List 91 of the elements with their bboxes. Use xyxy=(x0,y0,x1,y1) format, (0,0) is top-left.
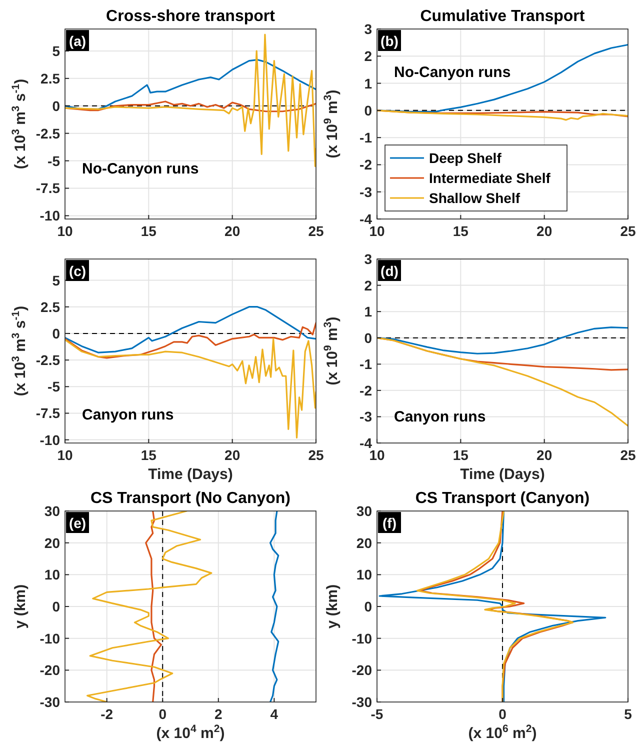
y-tick-label: 10 xyxy=(44,566,60,583)
y-tick-label: 2 xyxy=(364,277,372,294)
y-tick-label: -10 xyxy=(40,208,60,224)
chart-title: CS Transport (No Canyon) xyxy=(90,490,291,507)
y-tick-label: -4 xyxy=(360,211,372,227)
annotation: No-Canyon runs xyxy=(82,160,199,178)
y-tick-label: 20 xyxy=(44,534,60,551)
line-series xyxy=(269,511,280,702)
line-series xyxy=(65,306,316,354)
y-tick-label: 0 xyxy=(364,598,372,614)
y-tick-label: -10 xyxy=(40,630,60,646)
chart-title: Cumulative Transport xyxy=(420,8,586,25)
y-tick-label: -2.5 xyxy=(36,125,60,142)
y-tick-label: -30 xyxy=(40,694,60,710)
x-axis-title: (x 10$^{6}$ m$^{2}$) xyxy=(468,723,537,742)
x-tick-label: 25 xyxy=(620,447,636,463)
x-tick-label: 4 xyxy=(270,706,278,722)
x-tick-label: 20 xyxy=(224,223,240,239)
y-tick-label: -5 xyxy=(48,152,60,169)
y-tick-label: -30 xyxy=(352,694,372,710)
legend-label: Intermediate Shelf xyxy=(429,170,551,186)
y-tick-label: -7.5 xyxy=(36,180,60,196)
x-tick-label: 25 xyxy=(308,223,324,239)
line-series xyxy=(377,326,628,354)
legend-label: Deep Shelf xyxy=(429,150,502,166)
annotation: Canyon runs xyxy=(394,408,486,426)
x-tick-label: 0 xyxy=(498,706,507,722)
x-tick-label: 20 xyxy=(536,447,552,463)
x-axis-title: (x 10$^{4}$ m$^{2}$) xyxy=(156,723,225,742)
y-axis-title: y (km) xyxy=(324,584,341,629)
chart-title: Cross-shore transport xyxy=(106,8,276,25)
y-tick-label: 3 xyxy=(364,251,372,267)
line-series xyxy=(86,511,212,702)
chart-title: CS Transport (Canyon) xyxy=(415,490,590,507)
y-tick-label: 5 xyxy=(52,42,60,59)
y-tick-label: 2.5 xyxy=(40,70,60,86)
y-tick-label: 3 xyxy=(364,21,372,37)
y-tick-label: -20 xyxy=(352,662,372,678)
x-tick-label: 20 xyxy=(536,223,552,239)
line-series xyxy=(65,338,316,438)
y-tick-label: 0 xyxy=(52,325,60,342)
y-tick-label: -1 xyxy=(360,130,372,146)
y-tick-label: -2.5 xyxy=(36,352,60,368)
y-tick-label: 2 xyxy=(364,48,372,64)
y-tick-label: -3 xyxy=(360,408,372,425)
y-tick-label: -4 xyxy=(360,435,372,451)
y-axis-title: y (km) xyxy=(12,584,29,629)
x-tick-label: 20 xyxy=(224,447,240,463)
x-tick-label: 15 xyxy=(140,223,157,239)
line-series xyxy=(378,511,606,702)
y-tick-label: 0 xyxy=(364,330,372,346)
x-tick-label: 25 xyxy=(620,223,636,239)
annotation: Canyon runs xyxy=(82,406,174,424)
y-tick-label: 2.5 xyxy=(40,298,60,315)
line-series xyxy=(145,511,162,702)
y-tick-label: -5 xyxy=(48,378,60,395)
y-tick-label: 5 xyxy=(52,272,60,288)
legend-label: Shallow Shelf xyxy=(429,190,520,206)
line-series xyxy=(65,322,316,359)
y-tick-label: 1 xyxy=(364,75,372,92)
x-tick-label: 25 xyxy=(308,447,324,463)
x-tick-label: 0 xyxy=(158,706,167,722)
x-tick-label: 15 xyxy=(452,223,469,239)
y-tick-label: -1 xyxy=(360,356,372,372)
x-tick-label: 15 xyxy=(452,447,469,463)
line-series xyxy=(377,110,628,121)
y-tick-label: -10 xyxy=(40,432,60,448)
y-tick-label: -20 xyxy=(40,662,60,678)
x-axis-title: Time (Days) xyxy=(460,466,545,483)
y-tick-label: 1 xyxy=(364,304,372,320)
y-tick-label: 20 xyxy=(356,534,372,551)
x-axis-title: Time (Days) xyxy=(148,466,233,483)
y-tick-label: 10 xyxy=(356,566,372,583)
y-tick-label: -10 xyxy=(352,630,372,646)
line-series xyxy=(65,58,316,110)
x-tick-label: 5 xyxy=(624,706,632,722)
line-series xyxy=(377,337,628,427)
annotation: (f) xyxy=(382,515,396,531)
x-tick-label: -2 xyxy=(100,706,114,722)
x-tick-label: 15 xyxy=(140,447,157,463)
y-tick-label: 30 xyxy=(44,503,60,519)
y-tick-label: -2 xyxy=(360,382,372,398)
y-tick-label: 0 xyxy=(52,98,60,114)
y-tick-label: 30 xyxy=(356,503,372,519)
y-tick-label: 0 xyxy=(364,102,372,118)
y-tick-label: -3 xyxy=(360,184,372,200)
y-tick-label: 0 xyxy=(52,598,60,614)
y-tick-label: -7.5 xyxy=(36,405,60,422)
y-tick-label: -2 xyxy=(360,156,372,173)
x-tick-label: 2 xyxy=(214,706,222,722)
annotation: No-Canyon runs xyxy=(394,64,511,81)
